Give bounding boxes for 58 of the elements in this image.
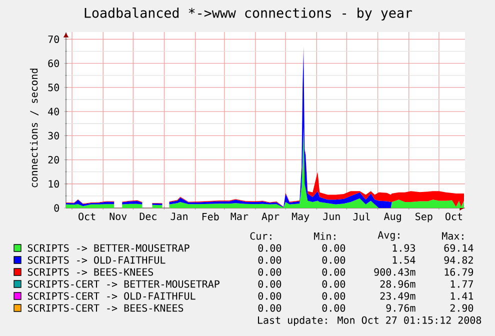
y-tick-label: 40	[48, 108, 59, 116]
y-tick-label: 60	[48, 60, 59, 68]
text: 2.90	[450, 304, 474, 312]
chart-title: Loadbalanced *->www connections - by year	[84, 8, 412, 20]
legend-label: SCRIPTS -> OLD-FAITHFUL	[28, 256, 166, 264]
x-tick-label: Dec	[140, 212, 156, 220]
text: Cur:	[250, 232, 272, 240]
x-tick-label: Oct	[446, 212, 462, 220]
text: 900.43m	[374, 268, 416, 276]
text: 0.00	[258, 256, 282, 264]
text: 1.41	[450, 292, 474, 300]
text: 0.00	[322, 256, 346, 264]
x-tick-label: Aug	[384, 212, 401, 222]
text: 0.00	[322, 292, 346, 300]
text: 23.49m	[380, 292, 416, 300]
x-tick-label: Oct	[78, 212, 96, 220]
y-tick-label: 20	[48, 156, 59, 164]
text: 0.00	[322, 268, 346, 276]
text: Avg:	[378, 231, 400, 241]
y-tick-label: 0	[54, 204, 59, 212]
legend-label: SCRIPTS-CERT -> BEES-KNEES	[28, 304, 184, 312]
text: 0.00	[258, 244, 282, 252]
text: 1.54	[392, 256, 416, 264]
x-tick-label: Mar	[230, 212, 248, 220]
text: 94.82	[444, 256, 473, 264]
x-tick-label: Jan	[170, 212, 188, 220]
x-tick-label: Sep	[416, 212, 432, 222]
x-tick-label: Apr	[262, 212, 280, 222]
y-axis-title: connections / second	[30, 68, 38, 188]
text: 0.00	[322, 304, 346, 312]
x-tick-label: Jul	[353, 212, 370, 220]
text: Min:	[314, 232, 336, 240]
y-tick-label: 10	[48, 180, 59, 188]
x-tick-label: Jun	[323, 212, 340, 220]
text: 0.00	[322, 280, 346, 288]
text: Max:	[442, 232, 464, 240]
text: 0.00	[258, 304, 282, 312]
text: 0.00	[258, 292, 282, 300]
text: 1.93	[392, 244, 415, 252]
text: 0.00	[258, 268, 282, 276]
text: 1.77	[450, 280, 473, 288]
text: 0.00	[322, 244, 346, 252]
legend-label: SCRIPTS -> BEES-KNEES	[28, 268, 154, 276]
legend-label: SCRIPTS-CERT -> BETTER-MOUSETRAP	[28, 280, 220, 288]
x-tick-label: Nov	[110, 212, 127, 220]
x-tick-label: Feb	[202, 212, 219, 220]
text: 69.14	[444, 244, 474, 252]
y-tick-label: 30	[48, 132, 59, 140]
y-tick-label: 50	[48, 84, 59, 92]
legend-label: SCRIPTS -> BETTER-MOUSETRAP	[28, 244, 190, 252]
legend-label: SCRIPTS-CERT -> OLD-FAITHFUL	[28, 292, 196, 300]
x-tick-label: May	[292, 212, 310, 222]
text: 9.76m	[386, 304, 416, 312]
text: Last update: Mon Oct 27 01:15:12 2008	[258, 316, 482, 326]
text: 0.00	[258, 280, 282, 288]
text: 16.79	[444, 268, 474, 276]
text: 28.96m	[380, 280, 416, 288]
y-tick-label: 70	[48, 35, 59, 44]
